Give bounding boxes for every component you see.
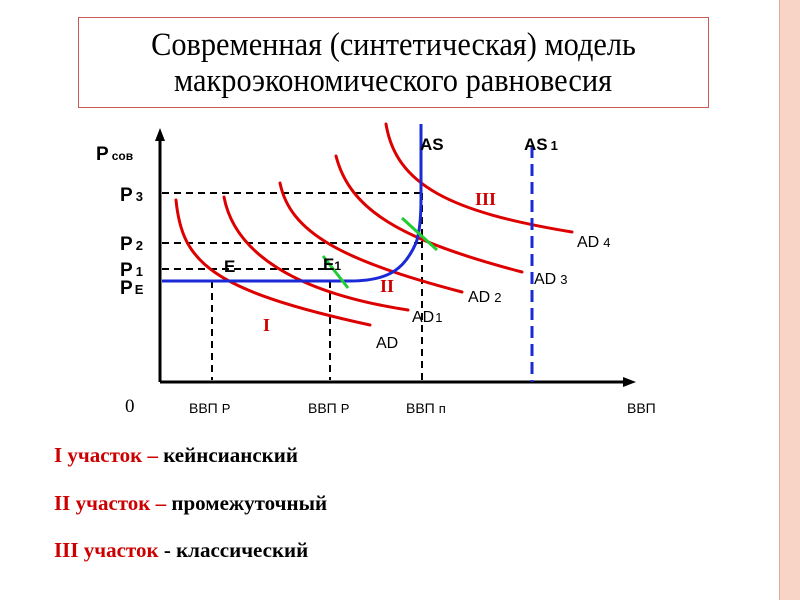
demand-curves bbox=[174, 122, 574, 327]
legend-item-intermediate: II участок – промежуточный bbox=[54, 491, 327, 516]
x-axis-arrowhead bbox=[623, 377, 636, 387]
ad1-label: AD1 bbox=[412, 309, 442, 326]
x-tick-gdp-n: ВВП п bbox=[406, 400, 446, 416]
legend-dash-ii: – bbox=[155, 491, 167, 515]
ad2-label: AD 2 bbox=[468, 289, 501, 306]
side-decoration-stripe bbox=[779, 0, 800, 600]
ad-label: AD bbox=[376, 335, 398, 352]
title-box: Современная (синтетическая) модель макро… bbox=[78, 17, 709, 108]
legend-item-keynesian: I участок – кейнсианский bbox=[54, 443, 298, 468]
legend-dash-i: – bbox=[147, 443, 158, 467]
legend-segment-ii: II участок bbox=[54, 491, 151, 515]
equilibrium-e1-label: E1 bbox=[323, 255, 341, 274]
y-axis-arrowhead bbox=[155, 128, 165, 141]
x-tick-gdp-p-1: ВВП Р bbox=[189, 400, 230, 416]
axes bbox=[158, 136, 630, 384]
ad1-curve bbox=[222, 195, 410, 312]
reference-lines bbox=[162, 192, 423, 380]
segment-label-ii: II bbox=[380, 276, 394, 296]
as1-label: AS 1 bbox=[524, 135, 558, 154]
legend-name-i: кейнсианский bbox=[163, 443, 298, 467]
ad2-curve bbox=[278, 181, 464, 294]
title-line-2: макроэкономического равновесия bbox=[174, 62, 613, 99]
segment-label-i: I bbox=[263, 315, 270, 335]
ad3-curve bbox=[334, 154, 524, 274]
segment-label-iii: III bbox=[475, 189, 496, 209]
legend-name-iii: классический bbox=[176, 538, 309, 562]
x-axis-label: ВВП bbox=[627, 400, 656, 416]
legend-name-ii: промежуточный bbox=[171, 491, 328, 515]
tangent-marks bbox=[321, 216, 439, 289]
x-tick-gdp-p-2: ВВП Р bbox=[308, 400, 349, 416]
as-curve bbox=[162, 124, 423, 283]
origin-label: 0 bbox=[125, 396, 135, 417]
ad3-label: AD 3 bbox=[534, 271, 567, 288]
equilibrium-e-label: E bbox=[224, 257, 235, 276]
ad4-label: AD 4 bbox=[577, 234, 610, 251]
legend-item-classical: III участок - классический bbox=[54, 538, 308, 563]
tangent-mark-e1 bbox=[321, 255, 350, 289]
tangent-mark-as bbox=[400, 216, 439, 252]
legend-segment-iii: III участок bbox=[54, 538, 159, 562]
ad4-curve bbox=[384, 122, 574, 234]
legend-dash-iii: - bbox=[163, 538, 171, 562]
title-line-1: Современная (синтетическая) модель bbox=[151, 26, 636, 63]
as-label: AS bbox=[420, 135, 444, 154]
legend-segment-i: I участок bbox=[54, 443, 143, 467]
ad-curve bbox=[174, 198, 372, 327]
